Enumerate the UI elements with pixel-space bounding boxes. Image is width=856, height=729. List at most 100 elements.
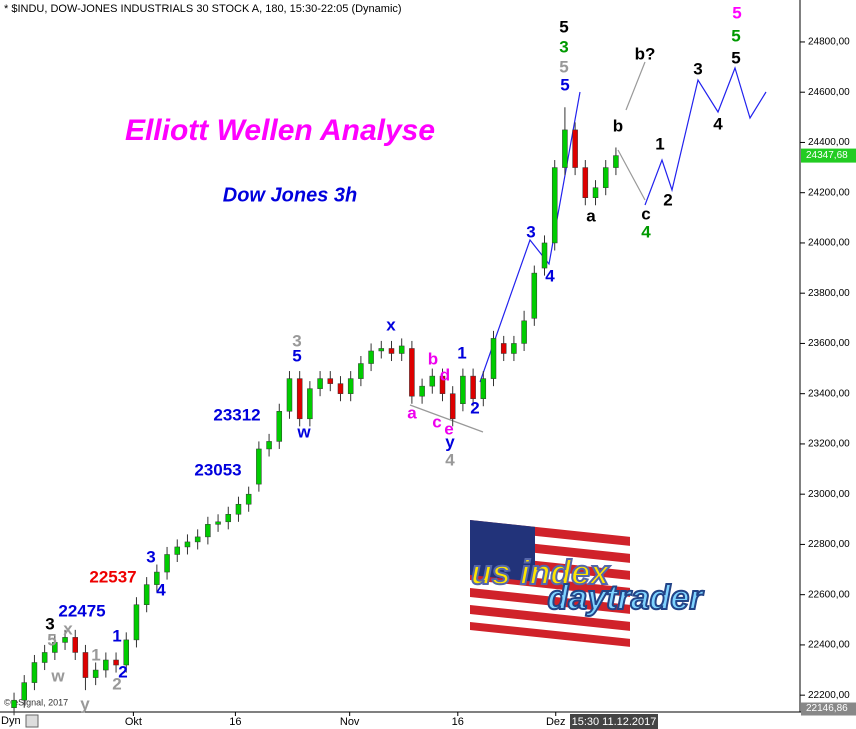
wave-line [479, 91, 581, 383]
candle-body [398, 345, 405, 354]
wave-label: d [440, 365, 450, 384]
candle-body [41, 652, 48, 663]
candle-body [490, 338, 497, 379]
wave-label: 5 [731, 48, 740, 67]
candle-body [317, 378, 323, 389]
y-tick-label: 24000,00 [808, 238, 850, 249]
last-price-box [801, 148, 856, 163]
y-tick-label: 23600,00 [808, 338, 850, 349]
y-tick-label: 22600,00 [808, 589, 850, 600]
wave-label: 1 [91, 645, 100, 664]
x-tick-label: 16 [229, 716, 241, 728]
wave-label: y [445, 432, 455, 451]
trend-line [409, 404, 484, 433]
candle-body [449, 393, 456, 420]
candle-body [572, 129, 578, 168]
y-tick-label: 24400,00 [808, 137, 850, 148]
candle-body [409, 348, 415, 397]
wave-label: b [428, 349, 438, 368]
y-tick-label: 22400,00 [808, 640, 850, 651]
x-tick-label: Nov [340, 716, 360, 728]
candle-body [245, 493, 252, 505]
wave-label: 5 [292, 346, 301, 365]
chart-title: Elliott Wellen Analyse [125, 114, 435, 147]
scroll-button[interactable] [25, 714, 39, 728]
wave-label: 5 [559, 17, 568, 36]
wave-label: 4 [713, 114, 723, 133]
candle-body [337, 383, 344, 394]
candle-body [143, 584, 150, 605]
wave-label: 5 [560, 75, 569, 94]
y-tick-label: 24200,00 [808, 187, 850, 198]
flag-stripe [470, 622, 630, 647]
y-tick-label: 23400,00 [808, 388, 850, 399]
time-label: 15:30 11.12.2017 [572, 716, 657, 728]
candle-body [82, 652, 89, 678]
wave-label: x [63, 619, 73, 638]
candle-body [613, 155, 619, 168]
wave-label: 5 [47, 630, 56, 649]
candle-body [103, 659, 109, 671]
candle-body [419, 385, 425, 397]
logo-flag [470, 520, 630, 647]
wave-label: 2 [470, 398, 479, 417]
candle-body [368, 350, 374, 364]
candle-body [113, 659, 119, 666]
wave-label: 5 [731, 26, 740, 45]
candle-body [11, 699, 17, 708]
candle-body [439, 375, 446, 394]
wave-label: 22475 [58, 601, 105, 620]
candle-body [154, 571, 160, 585]
wave-label: 3 [45, 614, 54, 633]
candle-body [531, 272, 538, 319]
wave-label: 3 [693, 59, 702, 78]
y-tick-label: 23200,00 [808, 439, 850, 450]
candle-body [551, 167, 558, 244]
wave-label: 3 [526, 222, 535, 241]
candle-body [296, 378, 303, 420]
time-label-box [570, 714, 658, 729]
flag-stripe [470, 588, 630, 614]
wave-label: 4 [156, 580, 166, 599]
wave-label: 5 [559, 57, 568, 76]
candle-body [256, 448, 262, 485]
y-tick-label: 22200,00 [808, 690, 850, 701]
copyright: © eSignal, 2017 [4, 697, 68, 707]
candle-body [521, 320, 527, 344]
wave-label: 4 [445, 450, 455, 469]
candle-body [582, 167, 589, 198]
wave-label: 1 [457, 343, 466, 362]
wave-label: w [296, 422, 311, 441]
candle-body [72, 637, 78, 653]
candle-body [62, 637, 68, 643]
low-price-box [801, 702, 856, 716]
candle-body [511, 343, 517, 354]
wave-label: 2 [663, 190, 672, 209]
wave-label: b? [635, 44, 656, 63]
wave-label: y [80, 694, 90, 713]
candle-body [358, 363, 364, 379]
wave-label: 4 [545, 266, 555, 285]
flag-stripe [470, 605, 630, 631]
candle-body [194, 536, 201, 543]
wave-label: 5 [732, 3, 741, 22]
wave-label: 23312 [213, 405, 260, 424]
wave-label: 3 [559, 37, 568, 56]
candle-body [164, 554, 170, 573]
flag-canton [470, 520, 535, 582]
candle-body [276, 411, 283, 442]
candle-body [500, 343, 507, 354]
corner-label: Dyn [1, 715, 21, 727]
candle-body [174, 546, 181, 555]
logo-text: us index [471, 554, 611, 592]
candle-body [347, 378, 354, 394]
candle-body [92, 669, 99, 678]
candle-body [327, 378, 334, 384]
chart-header: * $INDU, DOW-JONES INDUSTRIALS 30 STOCK … [4, 3, 402, 15]
candle-body [52, 642, 58, 653]
projection-line [617, 149, 646, 201]
wave-lines [409, 61, 767, 433]
wave-label: b [613, 116, 623, 135]
wave-label: 2 [112, 674, 121, 693]
